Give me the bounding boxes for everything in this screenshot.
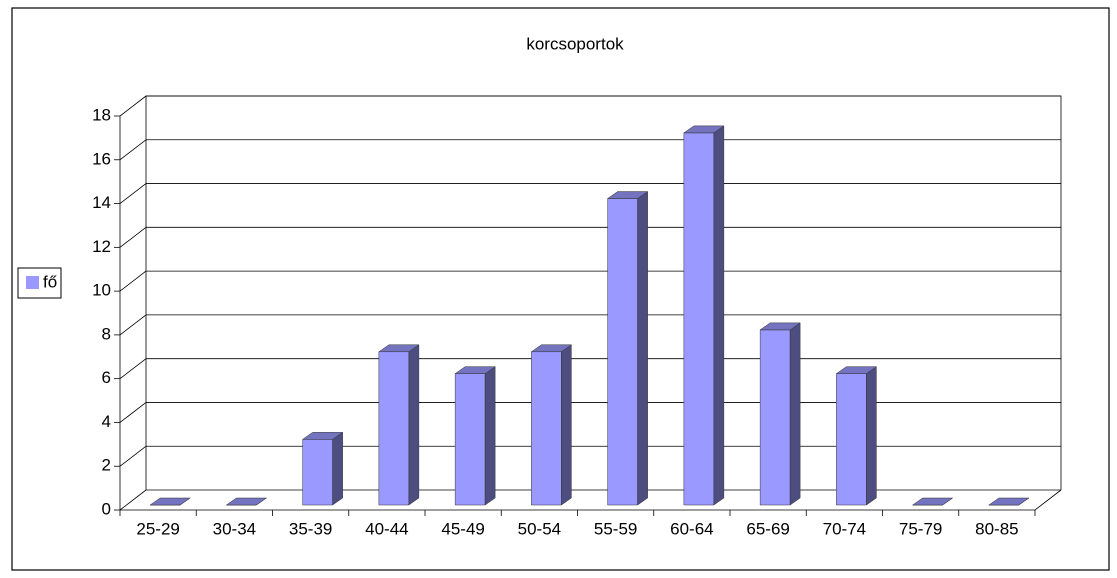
bar (759, 322, 801, 506)
x-tick-label: 35-39 (289, 519, 332, 538)
bar (378, 344, 420, 506)
bar (835, 366, 878, 506)
bar (301, 431, 344, 506)
legend-box (17, 267, 62, 299)
grid-line-side (119, 314, 147, 336)
bar (530, 344, 573, 506)
grid-line-side (119, 358, 147, 379)
x-tick-label: 40-44 (365, 519, 408, 538)
x-tick-label: 65-69 (746, 519, 789, 538)
bar-top (301, 432, 344, 440)
y-tick-label: 0 (102, 499, 111, 518)
legend-swatch (26, 276, 39, 289)
bar-front (759, 329, 791, 506)
bar-front (836, 373, 867, 506)
x-tick-label: 70-74 (823, 519, 866, 538)
x-tick-label: 25-29 (136, 519, 179, 538)
bar (225, 497, 268, 506)
bar-side (789, 322, 801, 506)
y-tick-label: 6 (102, 368, 111, 387)
bar-top (683, 125, 725, 134)
chart-title: korcsoportok (526, 34, 624, 53)
bar (149, 497, 191, 506)
bar-top (606, 191, 649, 199)
y-tick-label: 14 (92, 193, 111, 212)
grid-line-side (119, 402, 147, 423)
y-tick-label: 4 (102, 412, 111, 431)
grid-line-side (119, 270, 147, 292)
bar (606, 191, 649, 506)
bar-top (911, 497, 954, 506)
bar-front (302, 439, 333, 506)
x-tick-label: 30-34 (213, 519, 256, 538)
y-tick-label: 2 (102, 456, 111, 475)
bar-front (531, 351, 562, 506)
bar-side (637, 191, 648, 506)
x-tick-label: 45-49 (441, 519, 484, 538)
bar (988, 497, 1030, 506)
y-tick-label: 10 (92, 281, 111, 300)
bar-side (408, 344, 420, 506)
grid-line-side (119, 227, 147, 248)
bar-front (454, 373, 486, 506)
bar-side (484, 366, 496, 506)
bar-side (866, 366, 877, 506)
bar (683, 125, 725, 506)
bar-side (561, 344, 572, 506)
legend-label: fő (43, 272, 57, 291)
plot: 0 2 4 6 8 10 12 14 16 18 25-29 30-34 35-39 40-44 45-49… (92, 95, 1062, 538)
bar-side (332, 431, 343, 506)
y-tick-label: 18 (92, 105, 111, 124)
bar-side (713, 125, 725, 506)
x-tick-label: 60-64 (670, 519, 713, 538)
y-tick-label: 8 (102, 324, 111, 343)
y-tick-label: 12 (92, 237, 111, 256)
bar (911, 497, 954, 506)
bar-top (225, 497, 268, 506)
bar-top (454, 366, 496, 374)
bar (454, 366, 496, 506)
grid-line-side (119, 489, 147, 511)
bar-top (378, 344, 420, 353)
bar-front (378, 351, 410, 506)
bar-top (988, 497, 1030, 506)
grid-line-side (119, 445, 147, 467)
bar-top (530, 344, 573, 353)
x-tick-label: 50-54 (518, 519, 561, 538)
x-tick-label: 80-85 (975, 519, 1018, 538)
grid-line-side (119, 95, 147, 117)
bar-top (835, 366, 878, 374)
x-tick-label: 75-79 (899, 519, 942, 538)
bar-front (607, 198, 638, 506)
bar-top (759, 322, 801, 331)
x-tick-label: 55-59 (594, 519, 637, 538)
bar-front (683, 132, 715, 506)
grid-line-side (119, 183, 147, 204)
bar-top (149, 497, 191, 506)
grid-line-side (119, 139, 147, 161)
y-tick-label: 16 (92, 149, 111, 168)
